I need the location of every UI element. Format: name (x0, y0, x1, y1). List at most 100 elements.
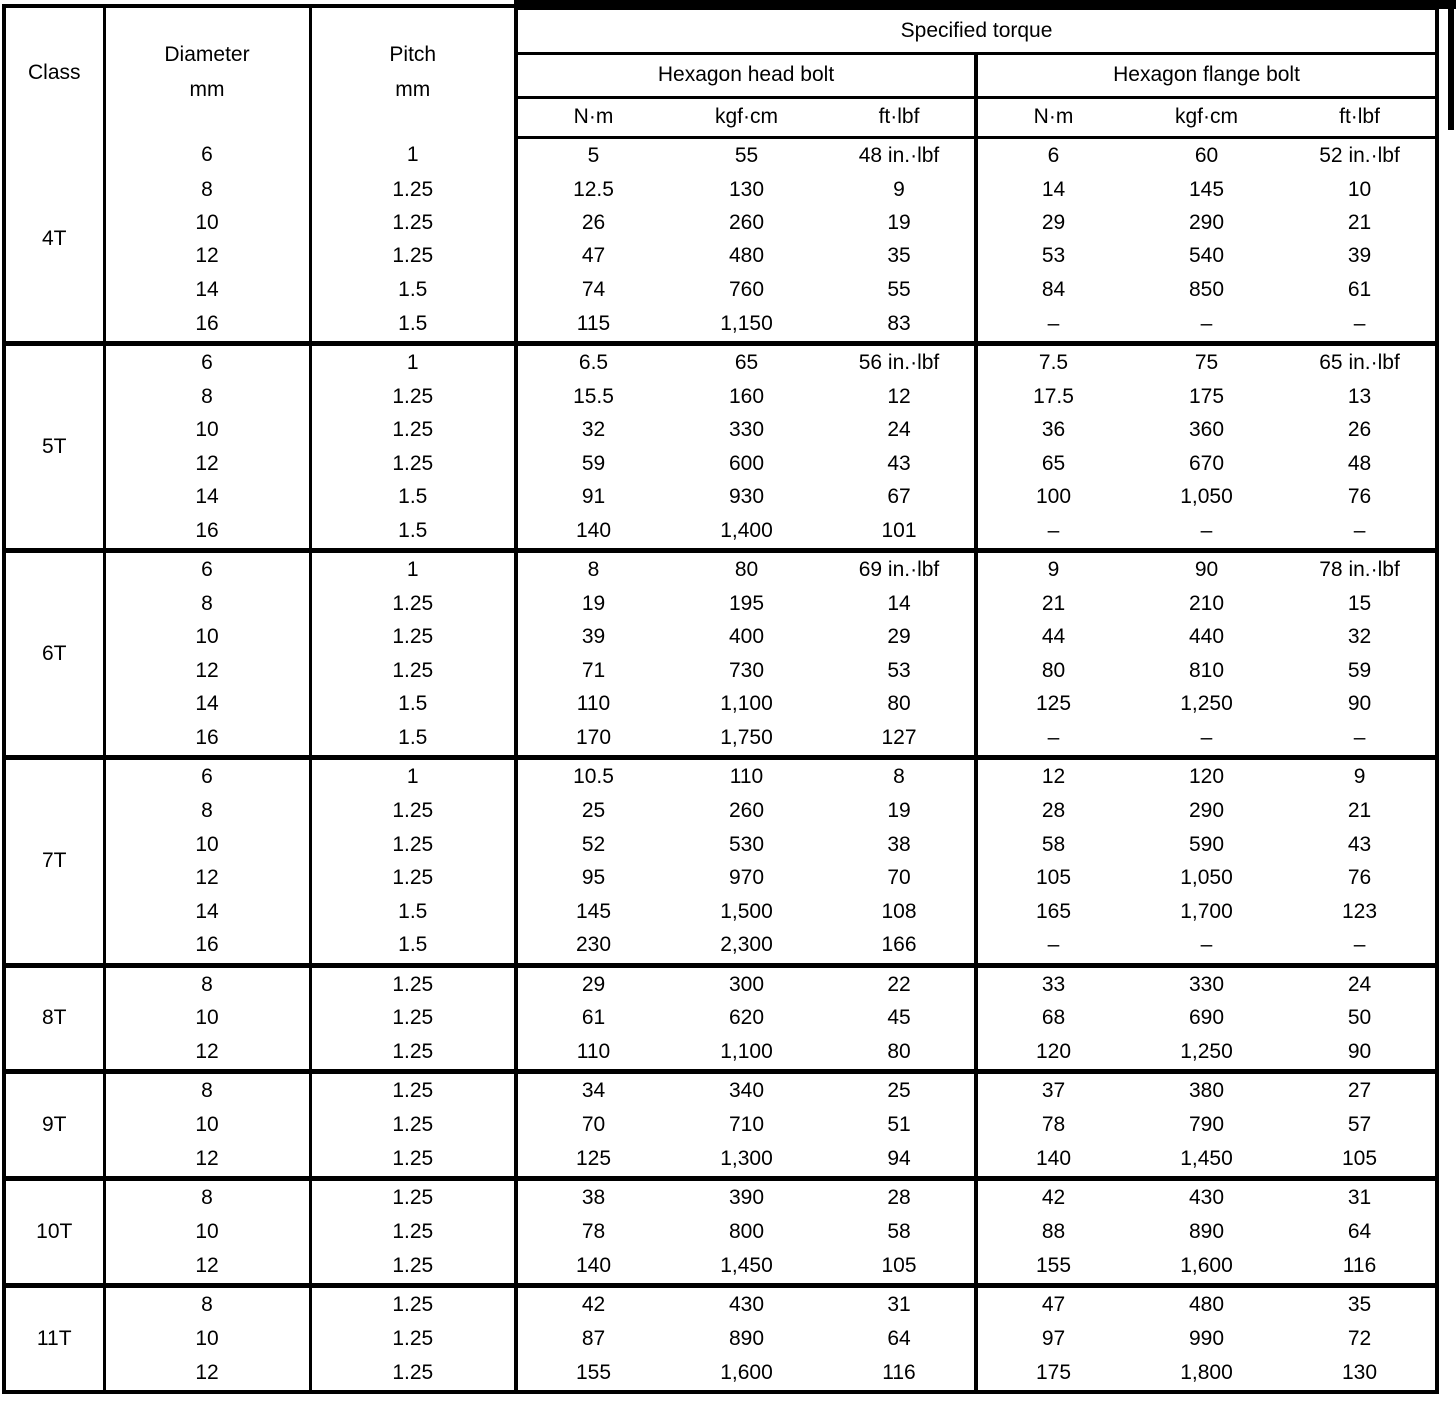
torque-table-body: 4T 6 1 5 55 48 in.·lbf 6 60 52 in.·lbf 8 1.25 12.5 1… (4, 137, 1438, 1392)
cell-head-nm: 230 (514, 928, 669, 966)
cell-head-ftlbf: 25 (824, 1069, 976, 1109)
cell-diameter: 14 (104, 894, 312, 929)
cell-head-nm: 10.5 (514, 755, 669, 795)
cell-flange-kgfcm: 60 (1194, 143, 1219, 167)
header-pitch-unit: mm (395, 78, 431, 102)
cell-diameter: 16 (104, 928, 312, 966)
cell-pitch: 1.5 (310, 894, 518, 929)
cell-flange-kgfcm: 145 (1188, 177, 1225, 201)
cell-head-ftlbf: 38 (887, 832, 911, 856)
cell-diameter: 6 (104, 340, 312, 381)
cell-head-kgfcm: 1,450 (720, 1253, 773, 1277)
cell-head-kgfcm: 930 (728, 485, 765, 509)
cell-diameter: 12 (104, 447, 312, 481)
cell-diameter: 8 (104, 380, 312, 414)
cell-head-kgfcm: 55 (734, 143, 759, 167)
cell-pitch: 1.25 (310, 962, 518, 1002)
cell-head-kgfcm: 430 (669, 1283, 824, 1323)
cell-flange-ftlbf: 90 (1347, 1040, 1372, 1064)
cell-head-nm: 59 (514, 447, 669, 481)
header-diameter-unit: mm (189, 78, 225, 102)
cell-pitch: 1.25 (310, 1142, 518, 1179)
cell-head-ftlbf: 24 (887, 418, 911, 442)
cell-diameter: 8 (104, 1283, 312, 1323)
cell-pitch: 1.5 (310, 721, 518, 758)
cell-flange-kgfcm: 850 (1188, 277, 1225, 301)
cell-pitch: 1.25 (310, 447, 518, 481)
cell-head-nm: 140 (514, 513, 669, 551)
cell-head-nm: 42 (514, 1283, 669, 1323)
cell-flange-nm: 47 (974, 1283, 1129, 1323)
cell-diameter: 16 (104, 306, 312, 344)
cell-diameter: 12 (104, 1142, 312, 1179)
cell-flange-nm: 33 (974, 962, 1129, 1002)
cell-head-ftlbf: 56 in.·lbf (824, 340, 976, 381)
table-row: 12 1.25 110 1,100 80 120 1,250 90 (4, 1035, 1437, 1072)
cell-flange-nm: 17.5 (974, 380, 1129, 414)
cell-diameter: 6 (104, 137, 312, 173)
cell-head-kgfcm: 1,100 (720, 692, 773, 716)
cell-head-kgfcm: 340 (669, 1069, 824, 1109)
cell-head-ftlbf: 28 (824, 1176, 976, 1216)
cell-diameter: 16 (104, 513, 312, 551)
cell-flange-ftlbf: 59 (1347, 658, 1372, 682)
table-row: 10 1.25 70 710 51 78 790 57 (4, 1108, 1437, 1143)
cell-flange-ftlbf: 48 (1347, 451, 1372, 475)
cell-head-ftlbf: 55 (887, 277, 911, 301)
cell-flange-nm: 100 (974, 480, 1129, 514)
cell-flange-ftlbf: 72 (1347, 1326, 1372, 1350)
table-row: 8 1.25 12.5 130 9 14 145 10 (4, 172, 1437, 207)
cell-head-ftlbf: 116 (882, 1360, 916, 1384)
cell-head-ftlbf: 48 in.·lbf (858, 143, 940, 167)
cell-head-kgfcm: 600 (728, 451, 765, 475)
cell-head-nm: 115 (514, 306, 669, 344)
table-row: 8 1.25 25 260 19 28 290 21 (4, 794, 1437, 829)
table-row: 14 1.5 91 930 67 100 1,050 76 (4, 480, 1437, 514)
cell-head-nm: 8 (514, 548, 669, 588)
table-row: 10 1.25 39 400 29 44 440 32 (4, 620, 1437, 655)
cell-flange-kgfcm: – (1200, 933, 1213, 957)
cell-pitch: 1.25 (310, 1248, 518, 1286)
table-row: 10T 8 1.25 38 390 28 42 430 31 (4, 1176, 1438, 1286)
cell-head-kgfcm: 710 (728, 1113, 765, 1137)
cell-flange-nm: 68 (974, 1001, 1129, 1036)
cell-flange-nm: – (974, 513, 1129, 551)
table-row: 12 1.25 71 730 53 80 810 59 (4, 654, 1437, 688)
cell-head-nm: 12.5 (514, 172, 669, 207)
cell-flange-nm: – (974, 928, 1129, 966)
cell-class: 6T (4, 548, 106, 758)
cell-pitch: 1.25 (310, 1001, 518, 1036)
cell-flange-kgfcm: 380 (1129, 1069, 1284, 1109)
cell-flange-ftlbf: 76 (1347, 485, 1372, 509)
cell-flange-nm: 6 (974, 137, 1129, 173)
header-pitch-text: Pitch mm (312, 42, 515, 104)
table-row: 8 1.25 19 195 14 21 210 15 (4, 587, 1437, 621)
cell-pitch: 1.25 (310, 620, 518, 655)
table-row: 8T 8 1.25 29 300 22 33 330 24 (4, 962, 1438, 1072)
cell-flange-nm: 28 (974, 794, 1129, 829)
cell-flange-nm: 88 (974, 1215, 1129, 1249)
cell-head-ftlbf: 94 (887, 1147, 911, 1170)
cell-head-kgfcm: 65 (669, 340, 824, 381)
cell-head-ftlbf: 9 (893, 177, 905, 201)
cell-class: 10T (4, 1176, 106, 1286)
cell-head-ftlbf: 127 (881, 726, 917, 750)
cell-head-nm: 29 (514, 962, 669, 1002)
cell-head-ftlbf: 12 (887, 384, 911, 408)
cell-flange-nm: – (974, 306, 1129, 344)
cell-flange-nm: 175 (974, 1355, 1129, 1392)
cell-flange-ftlbf: 21 (1347, 799, 1372, 823)
cell-flange-ftlbf: 27 (1284, 1069, 1438, 1109)
cell-flange-kgfcm: – (1200, 726, 1213, 750)
cell-diameter: 12 (104, 861, 312, 895)
cell-head-ftlbf: 67 (887, 485, 911, 509)
cell-head-kgfcm: 195 (728, 591, 765, 615)
cell-head-kgfcm: 390 (669, 1176, 824, 1216)
cell-head-kgfcm: 300 (669, 962, 824, 1002)
cell-flange-kgfcm: 360 (1188, 418, 1225, 442)
table-row: 4T 6 1 5 55 48 in.·lbf 6 60 52 in.·lbf (4, 137, 1437, 344)
table-row: 12 1.25 125 1,300 94 140 1,450 105 (4, 1142, 1437, 1179)
header-specified-torque: Specified torque (516, 2, 1438, 55)
cell-head-nm: 34 (514, 1069, 669, 1109)
cell-flange-nm: 9 (974, 548, 1129, 588)
